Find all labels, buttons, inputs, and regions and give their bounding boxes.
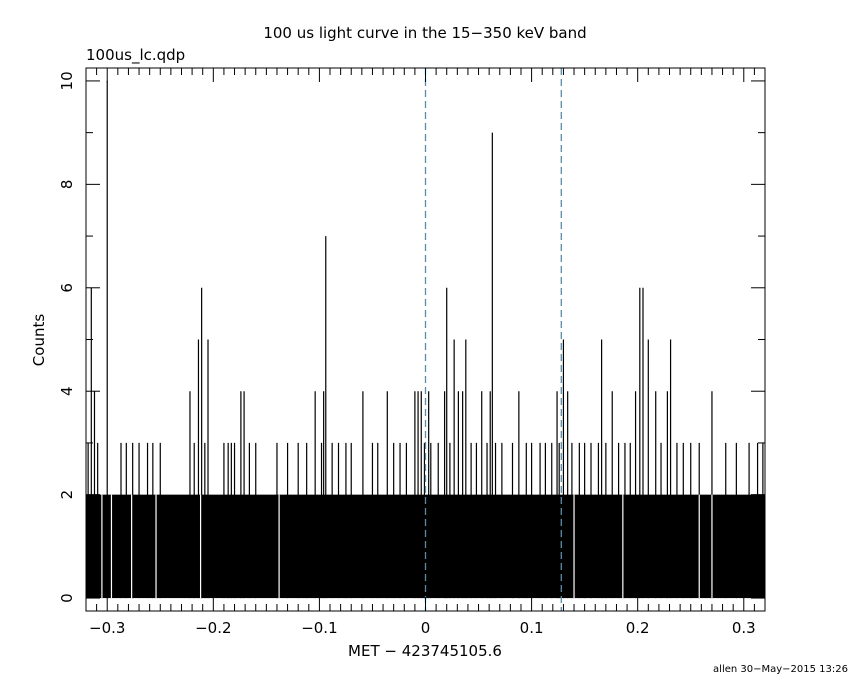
x-axis-label: MET − 423745105.6 <box>348 642 502 660</box>
y-ticks-layer: 0 2 4 6 8 10 <box>58 71 765 603</box>
chart-subtitle: 100us_lc.qdp <box>86 46 185 65</box>
y-tick-label: 10 <box>58 71 76 90</box>
y-tick-label: 8 <box>58 180 76 190</box>
gaps-layer <box>101 494 713 599</box>
y-tick-label: 0 <box>58 593 76 603</box>
y-tick-label: 4 <box>58 386 76 396</box>
x-tick-label: 0.3 <box>732 619 756 637</box>
x-ticks-layer: −0.3 −0.2 −0.1 0 0.1 0.2 0.3 <box>85 68 766 637</box>
x-tick-label: −0.3 <box>89 619 125 637</box>
x-tick-label: 0.1 <box>520 619 544 637</box>
x-tick-label: 0 <box>421 619 431 637</box>
footer-stamp: allen 30−May−2015 13:26 <box>713 664 848 675</box>
y-tick-label: 2 <box>58 490 76 500</box>
x-tick-label: −0.2 <box>195 619 231 637</box>
marker-lines-layer <box>424 68 562 611</box>
x-tick-label: −0.1 <box>301 619 337 637</box>
y-tick-label: 6 <box>58 283 76 293</box>
x-tick-label: 0.2 <box>626 619 650 637</box>
chart-title: 100 us light curve in the 15−350 keV ban… <box>263 24 586 42</box>
y-axis-label: Counts <box>30 314 48 367</box>
